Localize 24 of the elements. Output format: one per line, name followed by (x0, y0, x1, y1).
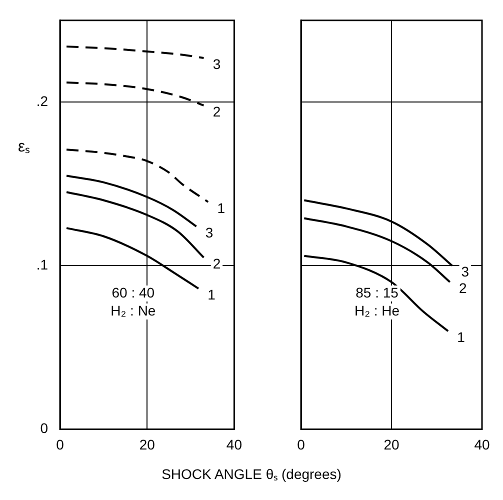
series-label: 3 (205, 224, 214, 240)
x-tick-label: 40 (226, 436, 242, 452)
annotation: 60 : 40 (112, 284, 155, 300)
series-label: 1 (208, 286, 216, 302)
annotation: H₂ : Ne (110, 302, 156, 318)
y-tick-label: .1 (36, 256, 48, 273)
x-tick-label: 40 (474, 436, 490, 452)
series-label: 3 (212, 56, 221, 72)
series-label: 3 (461, 264, 470, 280)
x-axis-title: SHOCK ANGLE θₛ (degrees) (160, 465, 342, 483)
series-label: 1 (217, 200, 226, 216)
y-tick-label: 0 (40, 420, 48, 436)
x-tick-label: 0 (297, 436, 306, 452)
x-tick-label: 0 (56, 436, 64, 452)
series-label: 2 (458, 280, 467, 296)
y-tick-label: .2 (36, 93, 48, 110)
series-label: 2 (212, 103, 221, 120)
series-label: 1 (457, 328, 466, 345)
annotation: H₂ : He (354, 302, 400, 318)
x-tick-label: 20 (139, 436, 156, 452)
annotation: 85 : 15 (356, 284, 399, 300)
x-tick-label: 20 (384, 436, 400, 452)
series-label: 2 (212, 255, 221, 272)
y-axis-title: εₛ (18, 138, 30, 156)
